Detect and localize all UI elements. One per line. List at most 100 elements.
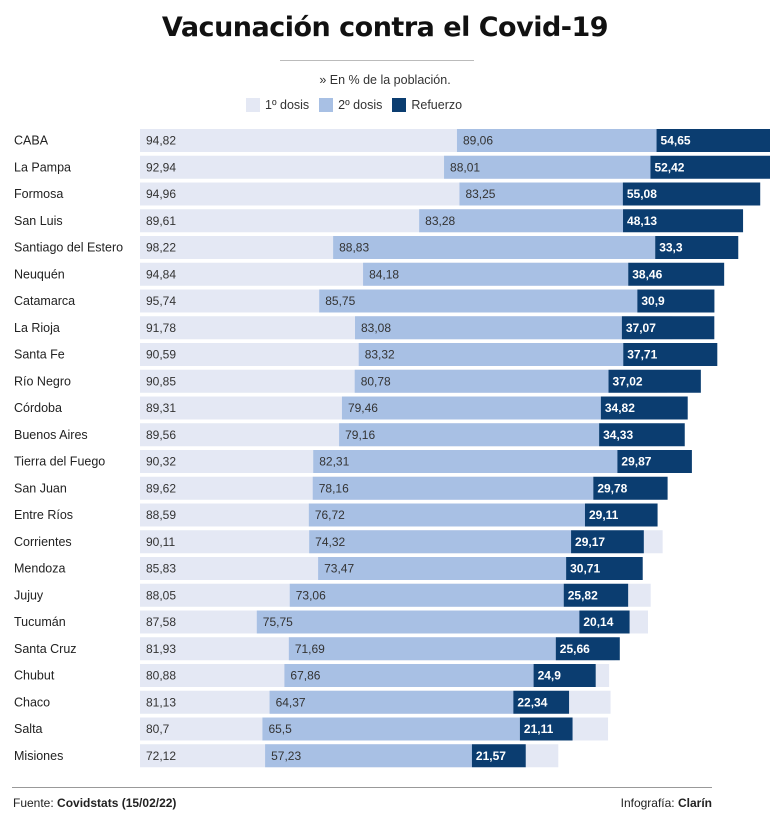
category-label: Entre Ríos <box>14 508 73 522</box>
bar-second-dose <box>289 583 564 607</box>
legend-item-first-dose: 1º dosis <box>246 98 309 112</box>
data-label-second-dose: 75,75 <box>263 615 293 629</box>
bar-booster <box>608 369 701 393</box>
bar-booster <box>656 129 770 152</box>
data-label-first-dose: 94,82 <box>146 134 176 148</box>
data-label-second-dose: 88,83 <box>339 241 369 255</box>
data-label-booster: 37,07 <box>626 321 656 335</box>
data-label-second-dose: 83,08 <box>361 321 391 335</box>
data-label-booster: 30,9 <box>641 294 665 308</box>
category-label: Mendoza <box>14 562 65 576</box>
bar-second-dose <box>269 690 514 714</box>
category-label: Misiones <box>14 749 63 763</box>
credit-prefix: Infografía: <box>620 796 678 810</box>
data-label-booster: 22,34 <box>517 695 547 709</box>
data-label-booster: 30,71 <box>570 562 600 576</box>
bar-second-dose <box>444 155 651 179</box>
data-label-first-dose: 89,61 <box>146 214 176 228</box>
bar-booster <box>519 717 573 741</box>
category-label: Salta <box>14 722 43 736</box>
bar-booster <box>623 343 718 366</box>
data-label-booster: 21,57 <box>476 749 506 763</box>
data-label-second-dose: 83,32 <box>365 348 395 362</box>
bar-booster <box>563 583 629 607</box>
bar-booster <box>513 690 570 714</box>
data-label-second-dose: 85,75 <box>325 294 355 308</box>
data-label-booster: 24,9 <box>538 669 562 683</box>
bar-second-dose <box>256 610 580 634</box>
bar-booster <box>617 450 692 473</box>
data-label-second-dose: 76,72 <box>315 508 345 522</box>
legend-item-booster: Refuerzo <box>392 98 462 112</box>
data-label-first-dose: 81,13 <box>146 695 176 709</box>
data-label-first-dose: 80,88 <box>146 669 176 683</box>
bar-second-dose <box>288 637 556 661</box>
bar-second-dose <box>358 343 624 366</box>
category-label: Santa Cruz <box>14 642 77 656</box>
legend-swatch-second-dose <box>319 98 334 112</box>
bar-booster <box>584 503 658 527</box>
category-label: San Juan <box>14 481 67 495</box>
category-label: Tierra del Fuego <box>14 455 105 469</box>
data-label-booster: 29,87 <box>621 455 651 469</box>
bar-second-dose <box>319 289 638 313</box>
bar-second-dose <box>284 664 534 687</box>
data-label-booster: 54,65 <box>661 134 691 148</box>
data-label-second-dose: 89,06 <box>463 134 493 148</box>
data-label-booster: 29,78 <box>597 481 627 495</box>
data-label-first-dose: 85,83 <box>146 562 176 576</box>
data-label-second-dose: 65,5 <box>268 722 292 736</box>
credit-value: Clarín <box>677 796 712 810</box>
category-label: La Pampa <box>14 160 71 174</box>
data-label-second-dose: 78,16 <box>319 481 349 495</box>
data-label-first-dose: 92,94 <box>146 160 176 174</box>
category-label: Santa Fe <box>14 348 65 362</box>
bar-second-dose <box>333 236 656 259</box>
data-label-booster: 55,08 <box>627 187 657 201</box>
bar-second-dose <box>354 369 609 393</box>
data-label-first-dose: 81,93 <box>146 642 176 656</box>
category-label: Tucumán <box>14 615 66 629</box>
data-label-booster: 34,33 <box>603 428 633 442</box>
source-note: Fuente: Covidstats (15/02/22) <box>13 796 176 810</box>
data-label-first-dose: 80,7 <box>146 722 170 736</box>
legend-label-first-dose: 1º dosis <box>265 98 310 112</box>
data-label-first-dose: 90,11 <box>146 535 175 549</box>
data-label-second-dose: 84,18 <box>369 267 399 281</box>
data-label-booster: 37,71 <box>627 348 657 362</box>
data-label-booster: 20,14 <box>583 615 613 629</box>
data-label-booster: 33,3 <box>659 241 683 255</box>
category-label: CABA <box>14 134 49 148</box>
legend-label-second-dose: 2º dosis <box>338 98 383 112</box>
data-label-booster: 48,13 <box>627 214 657 228</box>
data-label-first-dose: 90,85 <box>146 374 176 388</box>
bar-booster <box>628 262 725 286</box>
bar-second-dose <box>318 557 567 580</box>
data-label-second-dose: 88,01 <box>450 160 480 174</box>
data-label-first-dose: 89,56 <box>146 428 176 442</box>
bar-booster <box>579 610 630 634</box>
data-label-booster: 52,42 <box>654 160 684 174</box>
data-label-booster: 34,82 <box>605 401 635 415</box>
bar-second-dose <box>355 316 622 340</box>
category-label: Chaco <box>14 695 50 709</box>
data-label-second-dose: 80,78 <box>361 374 391 388</box>
data-label-second-dose: 57,23 <box>271 749 301 763</box>
data-label-second-dose: 67,86 <box>290 669 320 683</box>
data-label-booster: 29,17 <box>575 535 605 549</box>
bar-booster <box>650 155 770 179</box>
data-label-first-dose: 95,74 <box>146 294 176 308</box>
data-label-first-dose: 88,59 <box>146 508 176 522</box>
bar-second-dose <box>312 476 594 500</box>
data-label-first-dose: 98,22 <box>146 241 176 255</box>
category-label: Buenos Aires <box>14 428 88 442</box>
category-label: Neuquén <box>14 267 65 281</box>
bar-second-dose <box>262 717 520 741</box>
data-label-booster: 25,82 <box>568 588 598 602</box>
bar-second-dose <box>308 503 585 527</box>
data-label-second-dose: 73,06 <box>296 588 326 602</box>
data-label-second-dose: 82,31 <box>319 455 349 469</box>
data-label-booster: 25,66 <box>560 642 590 656</box>
data-label-second-dose: 79,16 <box>345 428 375 442</box>
bar-booster <box>571 530 644 554</box>
